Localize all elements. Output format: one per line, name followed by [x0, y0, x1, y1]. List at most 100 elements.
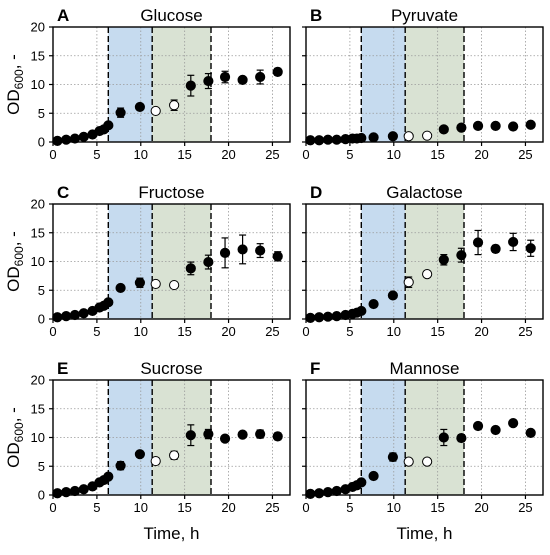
panel-d-xtick-label: 15 — [430, 324, 444, 339]
panel-f-xtick-label: 25 — [518, 500, 532, 515]
panel-b-xtick-label: 10 — [387, 147, 401, 162]
panel-a-filled-point — [69, 133, 81, 144]
panel-a-ytick-label: 5 — [38, 106, 45, 121]
panel-c-xtick-label: 25 — [265, 324, 279, 339]
panel-b-filled-point — [368, 132, 379, 143]
panel-b-filled-point — [472, 120, 484, 132]
y-axis-title: OD600, - — [4, 231, 26, 292]
panel-a-filled-point — [255, 71, 266, 83]
panel-e-filled-point — [52, 488, 63, 499]
panel-c-filled-point — [237, 244, 248, 255]
panel-a-filled-point — [78, 131, 89, 142]
panel-f-xtick-label: 15 — [430, 500, 444, 515]
panel-d-xtick-label: 25 — [518, 324, 532, 339]
panel-d-xtick-label: 5 — [346, 324, 353, 339]
panel-e-ytick-label: 15 — [31, 401, 45, 416]
panel-f-filled-point — [490, 424, 501, 436]
panel-f-filled-point — [314, 488, 325, 499]
panel-d-xtick-label: 0 — [302, 324, 309, 339]
panel-f-filled-point — [305, 488, 316, 499]
panel-f-filled-point — [331, 485, 342, 497]
panel-e-filled-point — [255, 428, 266, 440]
panel-a-filled-point — [185, 80, 196, 91]
panel-e-filled-point — [69, 485, 81, 497]
panel-e-ytick-label: 0 — [38, 488, 45, 503]
panel-a-ytick-label: 0 — [38, 135, 45, 150]
panel-c-filled-point — [272, 251, 283, 262]
panel-b-filled-point — [356, 132, 367, 144]
x-axis-title: Time, h — [396, 524, 452, 543]
panel-a-filled-point — [115, 107, 126, 118]
panel-c: 0 5 10 15 20 25 0 5 10 15 20 C Fructose — [31, 183, 291, 339]
panel-b-open-point — [403, 131, 414, 142]
panel-f-open-point — [403, 456, 414, 467]
panel-f-filled-point — [508, 418, 519, 429]
panel-e-filled-point — [272, 431, 283, 442]
panel-c-xtick-label: 0 — [49, 324, 56, 339]
panel-c-filled-point — [61, 311, 72, 322]
panel-a-open-point — [169, 100, 180, 111]
panel-f: 0 5 10 15 20 25 F Mannose — [302, 359, 544, 515]
panel-f-title: Mannose — [390, 359, 460, 378]
panel-d-filled-point — [368, 298, 379, 310]
panel-a-filled-point — [237, 74, 248, 86]
panel-a-filled-point — [52, 135, 63, 146]
panel-d-open-point — [422, 269, 433, 280]
panel-e-ytick-label: 5 — [38, 459, 45, 474]
panel-a-xtick-label: 25 — [265, 147, 279, 162]
panel-f-phase2-shade — [405, 380, 464, 495]
panel-e-xtick-label: 5 — [93, 500, 100, 515]
panel-e-filled-point — [61, 487, 72, 498]
panel-d-filled-point — [356, 305, 367, 317]
panel-a-xtick-label: 5 — [93, 147, 100, 162]
x-axis-title: Time, h — [143, 524, 199, 543]
panel-b-filled-point — [305, 135, 316, 146]
y-axis-title-subscript: 600 — [12, 246, 26, 266]
y-axis-title-main: OD — [4, 89, 23, 115]
panel-c-open-point — [169, 279, 180, 291]
panel-b-filled-point — [387, 131, 398, 142]
panel-d-letter: D — [310, 183, 322, 202]
panel-c-filled-point — [255, 245, 266, 256]
panel-d-filled-point — [490, 243, 501, 254]
panel-c-phase2-shade — [152, 204, 211, 319]
panel-b-xtick-label: 0 — [302, 147, 309, 162]
panel-b-xtick-label: 5 — [346, 147, 353, 162]
panel-c-ytick-label: 15 — [31, 225, 45, 240]
panel-d: 0 5 10 15 20 25 D Galactose — [302, 183, 544, 339]
panel-d-filled-point — [438, 254, 449, 265]
panel-e-ytick-label: 20 — [31, 373, 45, 388]
panel-c-filled-point — [115, 282, 126, 294]
y-axis-title-subscript: 600 — [12, 69, 26, 89]
panel-e-filled-point — [103, 471, 114, 482]
panel-c-filled-point — [52, 312, 63, 323]
panel-d-filled-point — [305, 312, 316, 323]
panel-a-filled-point — [272, 66, 283, 77]
panel-c-open-point — [150, 278, 161, 290]
panel-f-letter: F — [310, 359, 320, 378]
panel-a-xtick-label: 15 — [177, 147, 191, 162]
panel-a-filled-point — [61, 134, 72, 145]
panel-e-phase2-shade — [152, 380, 211, 495]
panel-c-xtick-label: 20 — [221, 324, 235, 339]
y-axis-title-subscript: 600 — [12, 422, 26, 442]
panel-a-phase2-shade — [152, 27, 211, 142]
panel-e-filled-point — [185, 430, 196, 441]
panel-a-ytick-label: 20 — [31, 20, 45, 35]
panel-a-xtick-label: 10 — [134, 147, 148, 162]
y-axis-title: OD600, - — [4, 54, 26, 115]
y-axis-title-unit: , - — [4, 54, 23, 69]
panel-f-filled-point — [472, 420, 484, 432]
panel-e-open-point — [150, 455, 161, 467]
panel-e-filled-point — [219, 433, 231, 444]
panel-d-phase2-shade — [405, 204, 464, 319]
panel-b-xtick-label: 25 — [518, 147, 532, 162]
panel-f-filled-point — [356, 477, 367, 488]
panel-f-xtick-label: 5 — [346, 500, 353, 515]
y-axis-title: OD600, - — [4, 407, 26, 468]
panel-a-filled-point — [134, 101, 145, 113]
panel-f-xtick-label: 10 — [387, 500, 401, 515]
panel-f-filled-point — [456, 432, 467, 444]
panel-f-filled-point — [387, 451, 398, 463]
